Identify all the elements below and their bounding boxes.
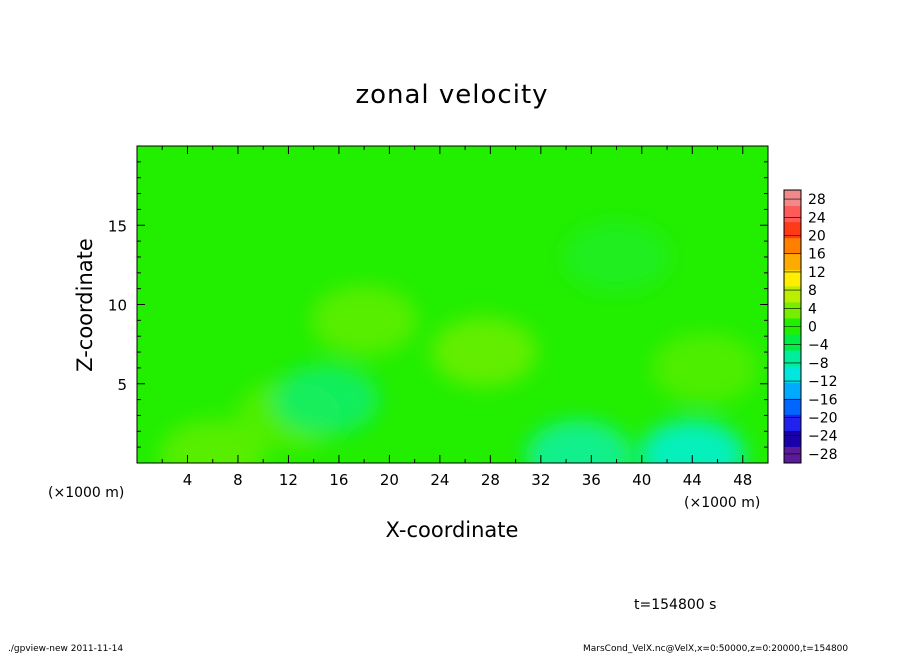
y-axis-label: Z-coordinate	[73, 238, 97, 372]
x-tick-label: 36	[582, 471, 601, 489]
x-tick-label: 28	[481, 471, 500, 489]
colorbar-label: 0	[808, 320, 817, 336]
x-tick-label: 4	[183, 471, 193, 489]
field-sample	[159, 420, 266, 463]
colorbar-band	[784, 382, 801, 400]
colorbar-label: −16	[808, 392, 838, 408]
colorbar-label: −12	[808, 374, 838, 390]
y-tick-label: 5	[117, 376, 127, 394]
field-sample	[431, 317, 538, 387]
colorbar-label: 8	[808, 283, 817, 299]
y-axis: 5 10 15	[108, 161, 768, 448]
x-unit-right: (×1000 m)	[684, 495, 760, 511]
colorbar-band	[784, 270, 801, 287]
field-sample	[525, 420, 632, 463]
y-tick-label: 15	[108, 217, 127, 235]
colorbar-band	[784, 446, 801, 464]
colorbar-band	[784, 366, 801, 384]
field-background	[137, 146, 768, 463]
colorbar-label: −20	[808, 411, 838, 427]
colorbar-label: 20	[808, 229, 826, 245]
colorbar-band	[784, 334, 801, 352]
colorbar: 28 24 20 16 12 8 4 0 −4 −8 −12 −16 −20 −24 −28	[783, 189, 838, 464]
x-tick-label: 12	[279, 471, 298, 489]
x-tick-label: 8	[233, 471, 243, 489]
colorbar-label: 16	[808, 247, 826, 263]
colorbar-band	[784, 414, 801, 432]
x-tick-label: 16	[329, 471, 348, 489]
x-unit-left: (×1000 m)	[48, 485, 124, 501]
colorbar-band	[784, 190, 801, 207]
colorbar-band	[784, 222, 801, 239]
field-sample	[651, 333, 758, 403]
x-tick-label: 32	[531, 471, 550, 489]
colorbar-label: −28	[808, 447, 838, 463]
colorbar-label: −4	[808, 338, 829, 354]
colorbar-band	[784, 430, 801, 448]
colorbar-band	[784, 254, 801, 271]
velocity-field	[159, 222, 758, 463]
colorbar-band	[784, 302, 801, 319]
x-tick-label: 24	[430, 471, 449, 489]
field-sample	[311, 285, 418, 356]
colorbar-label: 12	[808, 265, 826, 281]
colorbar-label: 24	[808, 210, 826, 226]
colorbar-band	[784, 286, 801, 303]
x-tick-label: 44	[683, 471, 702, 489]
footer-left: ./gpview-new 2011-11-14	[8, 644, 123, 654]
field-sample	[563, 222, 670, 292]
chart-title: zonal velocity	[355, 80, 548, 110]
colorbar-band	[784, 238, 801, 255]
field-sample	[639, 420, 746, 463]
colorbar-label: 28	[808, 192, 826, 208]
footer-right: MarsCond_VelX.nc@VelX,x=0:50000,z=0:2000…	[583, 644, 848, 654]
x-tick-label: 48	[733, 471, 752, 489]
colorbar-band	[784, 398, 801, 416]
x-tick-label: 20	[380, 471, 399, 489]
time-stamp: t=154800 s	[634, 597, 716, 613]
x-tick-label: 40	[632, 471, 651, 489]
x-axis-label: X-coordinate	[386, 518, 519, 542]
y-tick-label: 10	[108, 297, 127, 315]
colorbar-label: 4	[808, 301, 817, 317]
colorbar-label: −8	[808, 356, 829, 372]
field-sample	[273, 364, 380, 435]
colorbar-label: −24	[808, 429, 838, 445]
colorbar-band	[784, 350, 801, 368]
colorbar-band	[784, 206, 801, 223]
x-axis: 4 8 12 16 20 24 28 32 36 40 44 48	[161, 146, 752, 489]
